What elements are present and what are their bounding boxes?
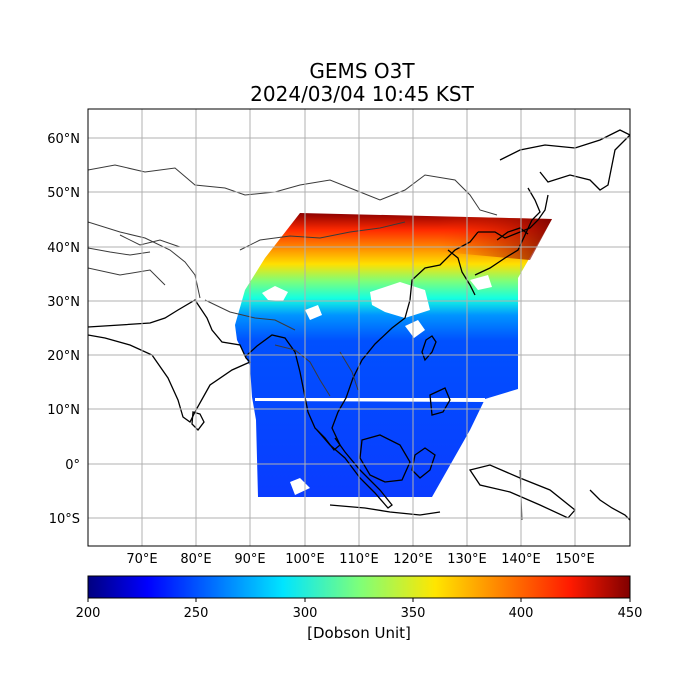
lon-tick: 110°E bbox=[339, 552, 379, 567]
colorbar-tick: 200 bbox=[76, 606, 101, 621]
map-title: GEMS O3T bbox=[309, 59, 415, 83]
lon-tick: 80°E bbox=[180, 552, 211, 567]
map-frame bbox=[87, 108, 631, 547]
lon-tick: 70°E bbox=[126, 552, 157, 567]
lon-tick: 130°E bbox=[447, 552, 487, 567]
lat-tick: 20°N bbox=[47, 349, 80, 364]
coastlines bbox=[88, 129, 630, 521]
colorbar-label: [Dobson Unit] bbox=[307, 624, 411, 642]
lat-tick: 60°N bbox=[47, 132, 80, 147]
lon-tick: 90°E bbox=[234, 552, 265, 567]
colorbar-tick: 400 bbox=[509, 606, 534, 621]
country-borders bbox=[88, 164, 523, 521]
lat-tick: 50°N bbox=[47, 186, 80, 201]
ozone-east-high bbox=[300, 213, 552, 260]
lon-tick: 100°E bbox=[285, 552, 325, 567]
lat-tick: 0° bbox=[65, 458, 80, 473]
lat-tick: 30°N bbox=[47, 295, 80, 310]
colorbar-tick: 350 bbox=[401, 606, 426, 621]
colorbar-tick: 250 bbox=[184, 606, 209, 621]
lon-tick: 140°E bbox=[501, 552, 541, 567]
lat-tick: 40°N bbox=[47, 241, 80, 256]
lon-tick: 120°E bbox=[393, 552, 433, 567]
colorbar-tick: 300 bbox=[293, 606, 318, 621]
lat-tick: 10°N bbox=[47, 403, 80, 418]
colorbar bbox=[87, 575, 631, 599]
gridlines bbox=[88, 109, 630, 546]
cloud-gaps bbox=[255, 275, 492, 495]
map-subtitle: 2024/03/04 10:45 KST bbox=[250, 82, 474, 106]
lat-tick: 10°S bbox=[49, 512, 80, 527]
lon-tick: 150°E bbox=[555, 552, 595, 567]
colorbar-tick: 450 bbox=[618, 606, 643, 621]
colorbar-tick-marks bbox=[87, 598, 631, 602]
